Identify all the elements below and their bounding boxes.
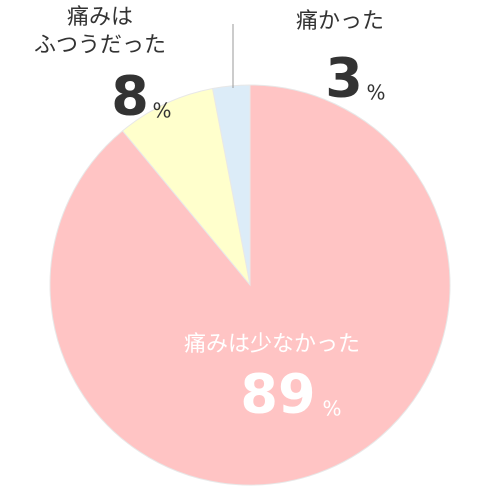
pie-slice [49, 84, 451, 486]
value-label: 89 [240, 363, 315, 426]
slice-label: 痛みはふつうだった [34, 5, 166, 58]
unit-label: % [322, 397, 341, 421]
slice-label: 痛みは少なかった [184, 332, 360, 357]
unit-label: % [366, 81, 385, 105]
pie-slice [121, 87, 251, 286]
unit-label: % [152, 99, 171, 123]
slice-label: 痛かった [296, 9, 384, 34]
value-label: 3 [325, 47, 363, 110]
value-label: 8 [111, 65, 149, 128]
